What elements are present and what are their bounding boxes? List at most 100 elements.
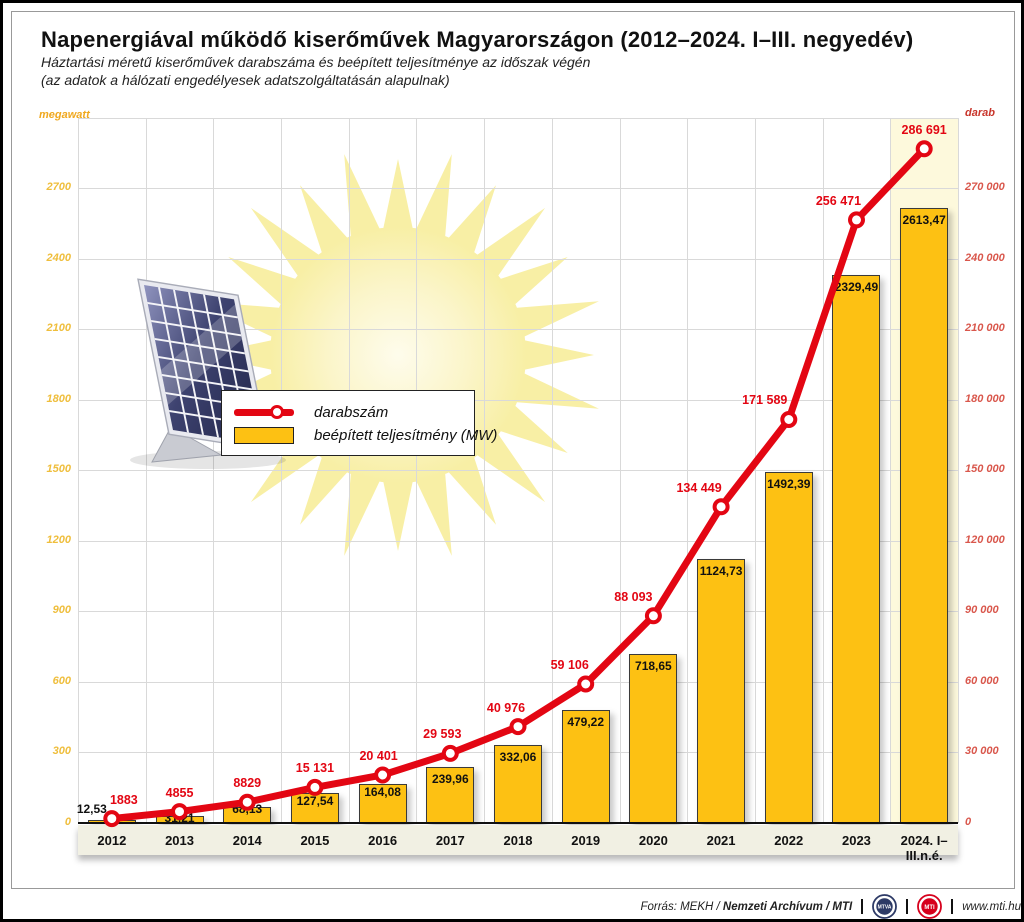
line-value-label: 256 471 (815, 193, 862, 208)
zero-axis-line (78, 822, 958, 824)
page-title: Napenergiával működő kiserőművek Magyaro… (41, 27, 914, 52)
subtitle-line2: (az adatok a hálózati engedélyesek adats… (41, 72, 450, 88)
right-axis-tick: 60 000 (965, 674, 999, 687)
left-axis-tick: 1200 (46, 533, 71, 546)
legend-row-bar: beépített teljesítmény (MW) (234, 427, 497, 444)
vertical-gridline (484, 117, 486, 823)
mti-logo-icon: MTI (917, 894, 943, 919)
source-credit: Forrás: MEKH / Nemzeti Archívum / MTI (640, 900, 853, 913)
bar-value-label: 479,22 (567, 715, 605, 730)
horizontal-gridline (78, 329, 958, 331)
x-axis-category-label: 2022 (774, 833, 804, 848)
x-axis-category-label: 2024. I–III.n.é. (900, 833, 948, 863)
bar-value-label: 164,08 (364, 785, 401, 800)
line-value-label: 8829 (233, 776, 262, 791)
footer-separator (906, 899, 909, 914)
line-value-label: 134 449 (676, 480, 722, 495)
mtva-logo-icon: MTVA (872, 894, 898, 919)
bar-value-label: 2329,49 (834, 280, 879, 295)
right-axis-tick: 30 000 (965, 745, 999, 758)
left-axis-tick: 2400 (46, 251, 71, 264)
right-axis-tick: 210 000 (965, 322, 1005, 335)
left-axis-tick: 2100 (46, 322, 71, 335)
line-value-label: 15 131 (295, 761, 335, 776)
vertical-gridline (754, 117, 756, 823)
x-axis-category-label: 2023 (841, 833, 871, 848)
bar-value-label: 332,06 (499, 749, 537, 764)
footer-bar: Forrás: MEKH / Nemzeti Archívum / MTI MT… (3, 893, 1021, 919)
left-axis-tick: 600 (52, 674, 71, 687)
left-axis-title: megawatt (39, 109, 90, 121)
legend-row-line: darabszám (234, 404, 388, 421)
line-series-swatch (234, 405, 294, 419)
legend-line-label: darabszám (314, 404, 389, 421)
bar-value-label: 12,53 (76, 802, 107, 816)
x-axis-category-label: 2021 (706, 833, 736, 848)
right-axis-tick: 0 (965, 816, 972, 828)
bar (764, 472, 813, 823)
right-axis-tick: 150 000 (965, 463, 1005, 476)
bar-value-label: 2613,47 (902, 213, 946, 228)
line-value-label: 20 401 (359, 749, 398, 764)
vertical-gridline (78, 117, 79, 823)
bar (629, 653, 678, 823)
right-axis-title: darab (965, 107, 995, 119)
horizontal-gridline (78, 117, 958, 119)
line-value-label: 40 976 (486, 700, 526, 715)
vertical-gridline (822, 117, 824, 823)
line-marker-icon (270, 405, 284, 419)
x-axis-category-label: 2012 (97, 833, 127, 848)
x-axis-category-label: 2017 (435, 833, 465, 848)
x-axis-category-label: 2019 (571, 833, 601, 848)
x-axis-category-label: 2013 (165, 833, 194, 848)
line-value-label: 59 106 (550, 658, 589, 672)
x-axis-band (78, 825, 958, 855)
bar-value-label: 1492,39 (767, 477, 811, 492)
vertical-gridline (281, 117, 283, 823)
x-axis-category-label: 2015 (300, 833, 330, 848)
horizontal-gridline (78, 470, 958, 472)
right-axis-tick: 270 000 (965, 181, 1005, 194)
right-axis-tick: 90 000 (965, 604, 999, 617)
right-axis-tick: 180 000 (965, 392, 1005, 405)
legend-bar-label: beépített teljesítmény (MW) (314, 427, 498, 444)
bar (697, 558, 746, 823)
left-axis-tick: 2700 (46, 181, 71, 194)
vertical-gridline (348, 117, 350, 823)
line-value-label: 286 691 (901, 122, 947, 137)
chart-area: 0 300 600 900 1200 1500 1800 2100 2400 2700 0 30 00… (3, 3, 1021, 919)
footer-separator (951, 899, 954, 914)
bar (832, 275, 881, 823)
left-axis-tick: 1500 (46, 463, 71, 476)
left-axis-tick: 300 (52, 745, 71, 758)
title-block: Napenergiával működő kiserőművek Magyaro… (41, 27, 913, 89)
horizontal-gridline (78, 681, 958, 683)
svg-text:MTI: MTI (925, 905, 936, 911)
left-axis-tick: 900 (52, 604, 71, 617)
horizontal-gridline (78, 399, 958, 401)
bar-series-swatch (234, 427, 294, 444)
vertical-gridline (213, 117, 215, 823)
horizontal-gridline (78, 611, 958, 613)
vertical-gridline (416, 117, 418, 823)
vertical-gridline (687, 117, 689, 823)
horizontal-gridline (78, 540, 958, 542)
bar (900, 208, 949, 823)
x-axis-category-label: 2016 (368, 833, 398, 848)
vertical-gridline (145, 117, 147, 823)
x-axis-category-label: 2018 (503, 833, 533, 848)
horizontal-gridline (78, 258, 958, 260)
subtitle-line1: Háztartási méretű kiserőművek darabszáma… (41, 54, 591, 70)
website-url: www.mti.hu (962, 900, 1021, 913)
right-axis-tick: 240 000 (965, 251, 1005, 264)
x-axis-category-label: 2020 (638, 833, 668, 848)
right-axis-tick: 120 000 (965, 533, 1005, 546)
line-value-label: 29 593 (423, 727, 462, 742)
svg-text:MTVA: MTVA (878, 905, 892, 911)
left-axis-tick: 1800 (46, 392, 71, 405)
horizontal-gridline (78, 188, 958, 190)
bar-value-label: 239,96 (431, 771, 469, 786)
x-axis-category-label: 2014 (232, 833, 262, 848)
vertical-gridline (958, 117, 959, 823)
